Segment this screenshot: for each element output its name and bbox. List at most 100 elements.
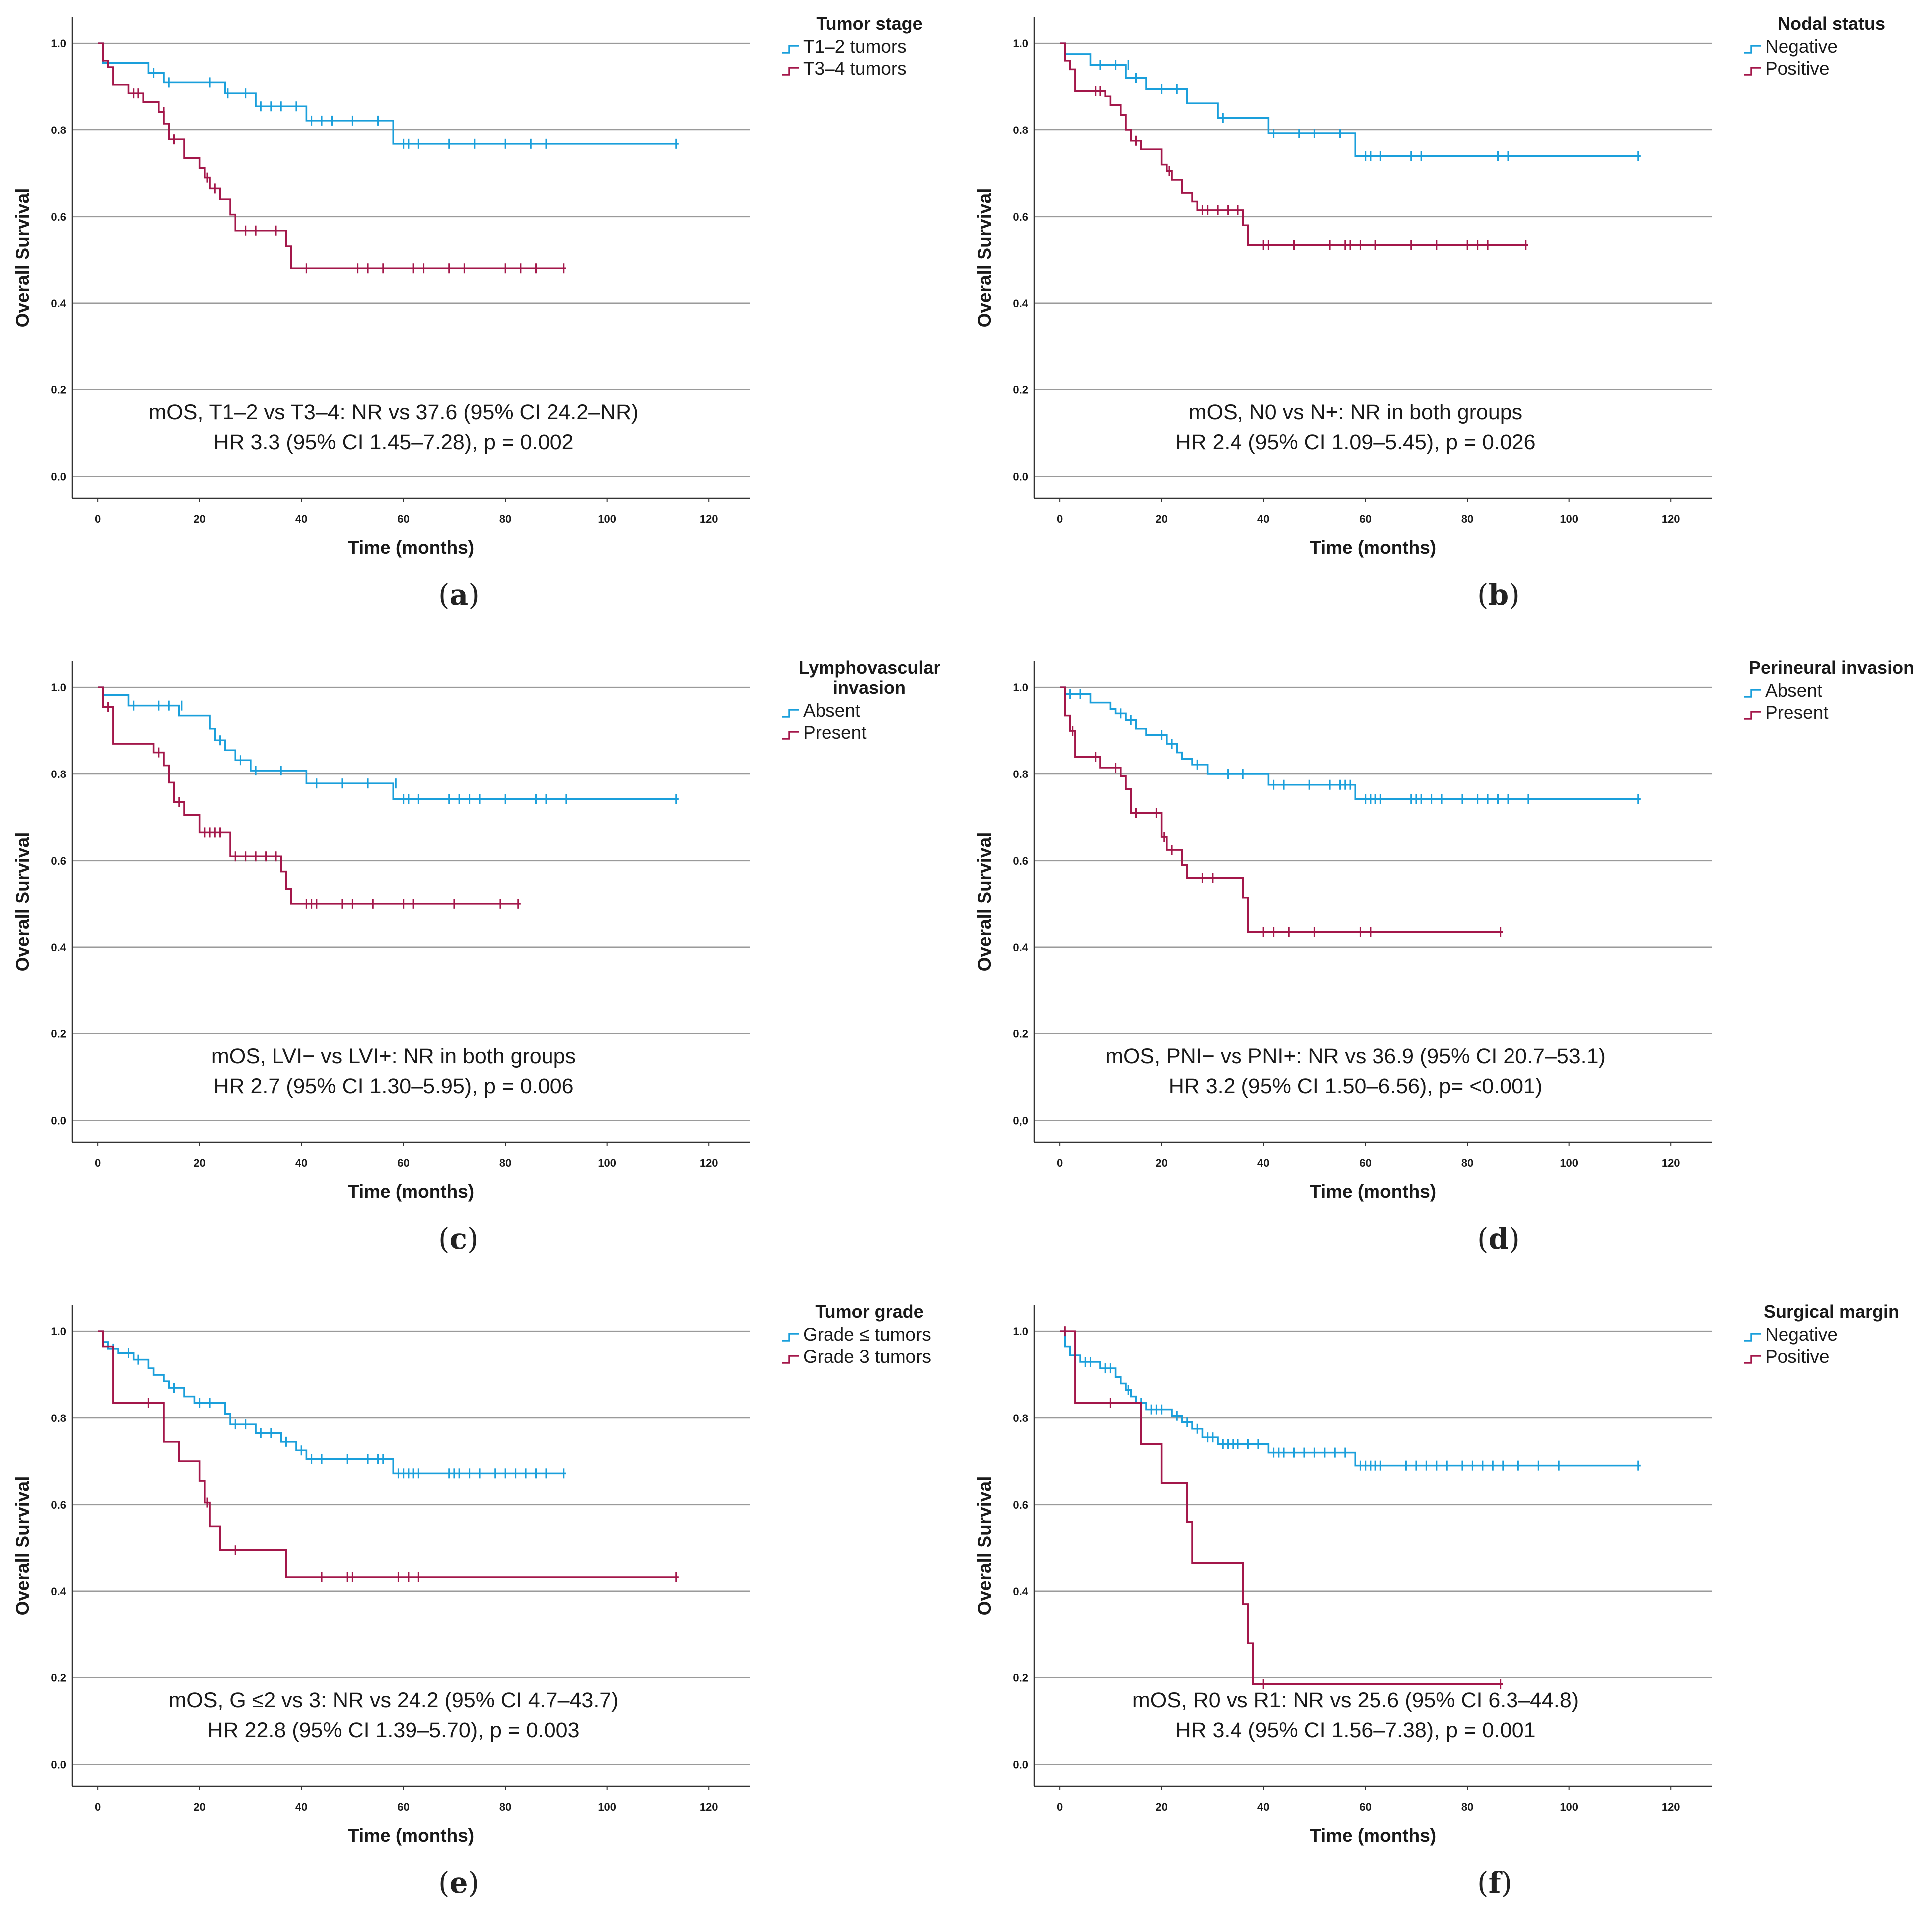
x-tick-label: 0 bbox=[95, 513, 101, 525]
x-tick-label: 60 bbox=[1359, 1157, 1371, 1169]
x-tick-label: 20 bbox=[193, 1157, 205, 1169]
stats-annotation: HR 3.3 (95% CI 1.45–7.28), p = 0.002 bbox=[213, 430, 573, 454]
legend-swatch bbox=[1744, 689, 1761, 698]
legend-label: T3–4 tumors bbox=[803, 58, 907, 79]
legend-swatch bbox=[782, 709, 799, 718]
legend-label: T1–2 tumors bbox=[803, 36, 907, 57]
x-tick-label: 40 bbox=[295, 1157, 307, 1169]
legend-label: Grade 3 tumors bbox=[803, 1346, 931, 1367]
series-line-reference bbox=[1060, 1330, 1641, 1467]
x-tick-label: 40 bbox=[295, 1801, 307, 1813]
y-tick-label: 0.0 bbox=[1013, 1759, 1028, 1771]
stats-annotation: mOS, LVI− vs LVI+: NR in both groups bbox=[211, 1044, 576, 1068]
x-axis-title: Time (months) bbox=[348, 1825, 474, 1846]
x-axis-title: Time (months) bbox=[1310, 537, 1436, 558]
series-line-comparison bbox=[98, 1330, 679, 1578]
series-line-comparison bbox=[1060, 42, 1528, 246]
x-tick-label: 100 bbox=[598, 1157, 616, 1169]
legend-label: Present bbox=[803, 722, 867, 743]
panel-letter: d bbox=[1488, 1222, 1509, 1256]
legend-label: Grade ≤ tumors bbox=[803, 1324, 931, 1345]
stats-annotation: HR 3.2 (95% CI 1.50–6.56), p= <0.001) bbox=[1169, 1074, 1543, 1098]
x-tick-label: 80 bbox=[499, 1157, 511, 1169]
legend-label: Negative bbox=[1765, 36, 1838, 57]
km-chart-d: 0,0 0.2 0.4 0.6 0.8 1.0 0 20 40 60 80 100 120 Time (m… bbox=[974, 657, 1914, 1202]
y-tick-label: 0.6 bbox=[1013, 211, 1028, 223]
stats-annotation: mOS, N0 vs N+: NR in both groups bbox=[1189, 400, 1522, 424]
legend-title: Perineural invasion bbox=[1749, 657, 1914, 678]
y-tick-label: 1.0 bbox=[1013, 681, 1028, 694]
legend-swatch bbox=[1744, 1333, 1761, 1342]
series-line-reference bbox=[98, 686, 679, 800]
y-tick-label: 1.0 bbox=[51, 681, 66, 694]
legend-label: Positive bbox=[1765, 58, 1830, 79]
y-tick-label: 0.8 bbox=[1013, 768, 1028, 780]
y-tick-label: 0.6 bbox=[51, 211, 66, 223]
stats-annotation: HR 3.4 (95% CI 1.56–7.38), p = 0.001 bbox=[1175, 1718, 1535, 1742]
panel-label: (f) bbox=[1477, 1866, 1512, 1900]
x-tick-label: 100 bbox=[598, 1801, 616, 1813]
stats-annotation: HR 2.7 (95% CI 1.30–5.95), p = 0.006 bbox=[213, 1074, 573, 1098]
y-tick-label: 0.4 bbox=[1013, 297, 1028, 310]
y-tick-label: 0.6 bbox=[1013, 855, 1028, 867]
x-tick-label: 20 bbox=[193, 1801, 205, 1813]
x-tick-label: 40 bbox=[295, 513, 307, 525]
stats-annotation: HR 22.8 (95% CI 1.39–5.70), p = 0.003 bbox=[208, 1718, 580, 1742]
y-tick-label: 0,0 bbox=[1013, 1115, 1028, 1127]
x-tick-label: 0 bbox=[95, 1801, 101, 1813]
legend-label: Negative bbox=[1765, 1324, 1838, 1345]
x-tick-label: 120 bbox=[1662, 513, 1680, 525]
series-line-reference bbox=[98, 1330, 566, 1475]
y-tick-label: 1.0 bbox=[1013, 37, 1028, 50]
y-axis-title: Overall Survival bbox=[974, 1476, 995, 1616]
y-tick-label: 0.6 bbox=[51, 855, 66, 867]
y-tick-label: 0.8 bbox=[1013, 124, 1028, 136]
x-axis-title: Time (months) bbox=[1310, 1825, 1436, 1846]
x-tick-label: 80 bbox=[1461, 1801, 1473, 1813]
legend-label: Present bbox=[1765, 702, 1829, 723]
x-tick-label: 20 bbox=[1155, 1157, 1167, 1169]
x-tick-label: 60 bbox=[1359, 513, 1371, 525]
panel-letter: c bbox=[449, 1222, 467, 1256]
y-tick-label: 1.0 bbox=[1013, 1325, 1028, 1338]
legend-label: Absent bbox=[803, 700, 861, 721]
y-tick-label: 0.2 bbox=[1013, 1672, 1028, 1684]
panel-e: 0.0 0.2 0.4 0.6 0.8 1.0 0 20 40 60 80 100 120 Time (m… bbox=[0, 1288, 962, 1932]
x-tick-label: 20 bbox=[193, 513, 205, 525]
legend-title: invasion bbox=[833, 677, 906, 698]
legend-title: Nodal status bbox=[1778, 13, 1885, 34]
km-chart-c: 0.0 0.2 0.4 0.6 0.8 1.0 0 20 40 60 80 100 120 Time (m… bbox=[12, 657, 940, 1202]
legend-swatch bbox=[782, 731, 799, 740]
y-tick-label: 0.2 bbox=[51, 1028, 66, 1040]
x-tick-label: 100 bbox=[598, 513, 616, 525]
legend-swatch bbox=[1744, 45, 1761, 54]
x-tick-label: 120 bbox=[1662, 1801, 1680, 1813]
x-tick-label: 100 bbox=[1560, 1801, 1578, 1813]
x-tick-label: 60 bbox=[397, 1801, 409, 1813]
x-tick-label: 80 bbox=[499, 1801, 511, 1813]
stats-annotation: mOS, R0 vs R1: NR vs 25.6 (95% CI 6.3–44… bbox=[1132, 1688, 1579, 1712]
panel-letter: a bbox=[449, 578, 469, 612]
x-tick-label: 100 bbox=[1560, 1157, 1578, 1169]
series-line-comparison bbox=[1060, 1330, 1503, 1685]
legend-swatch bbox=[782, 1355, 799, 1364]
y-tick-label: 0.8 bbox=[51, 768, 66, 780]
panel-letter: e bbox=[449, 1866, 468, 1900]
x-axis-title: Time (months) bbox=[1310, 1181, 1436, 1202]
panel-label: (e) bbox=[438, 1866, 480, 1900]
y-tick-label: 0.0 bbox=[51, 1759, 66, 1771]
x-tick-label: 20 bbox=[1155, 513, 1167, 525]
y-tick-label: 0.4 bbox=[51, 297, 66, 310]
y-tick-label: 1.0 bbox=[51, 1325, 66, 1338]
panel-f: 0.0 0.2 0.4 0.6 0.8 1.0 0 20 40 60 80 100 120 Time (m… bbox=[962, 1288, 1924, 1932]
x-axis-title: Time (months) bbox=[348, 537, 474, 558]
y-axis-title: Overall Survival bbox=[974, 188, 995, 328]
legend-swatch bbox=[782, 45, 799, 54]
panel-c: 0.0 0.2 0.4 0.6 0.8 1.0 0 20 40 60 80 100 120 Time (m… bbox=[0, 644, 962, 1288]
y-tick-label: 0.4 bbox=[1013, 1585, 1028, 1598]
series-line-comparison bbox=[98, 42, 566, 269]
x-tick-label: 20 bbox=[1155, 1801, 1167, 1813]
panel-label: (c) bbox=[438, 1222, 479, 1256]
y-tick-label: 0.8 bbox=[51, 124, 66, 136]
y-axis-title: Overall Survival bbox=[974, 832, 995, 972]
